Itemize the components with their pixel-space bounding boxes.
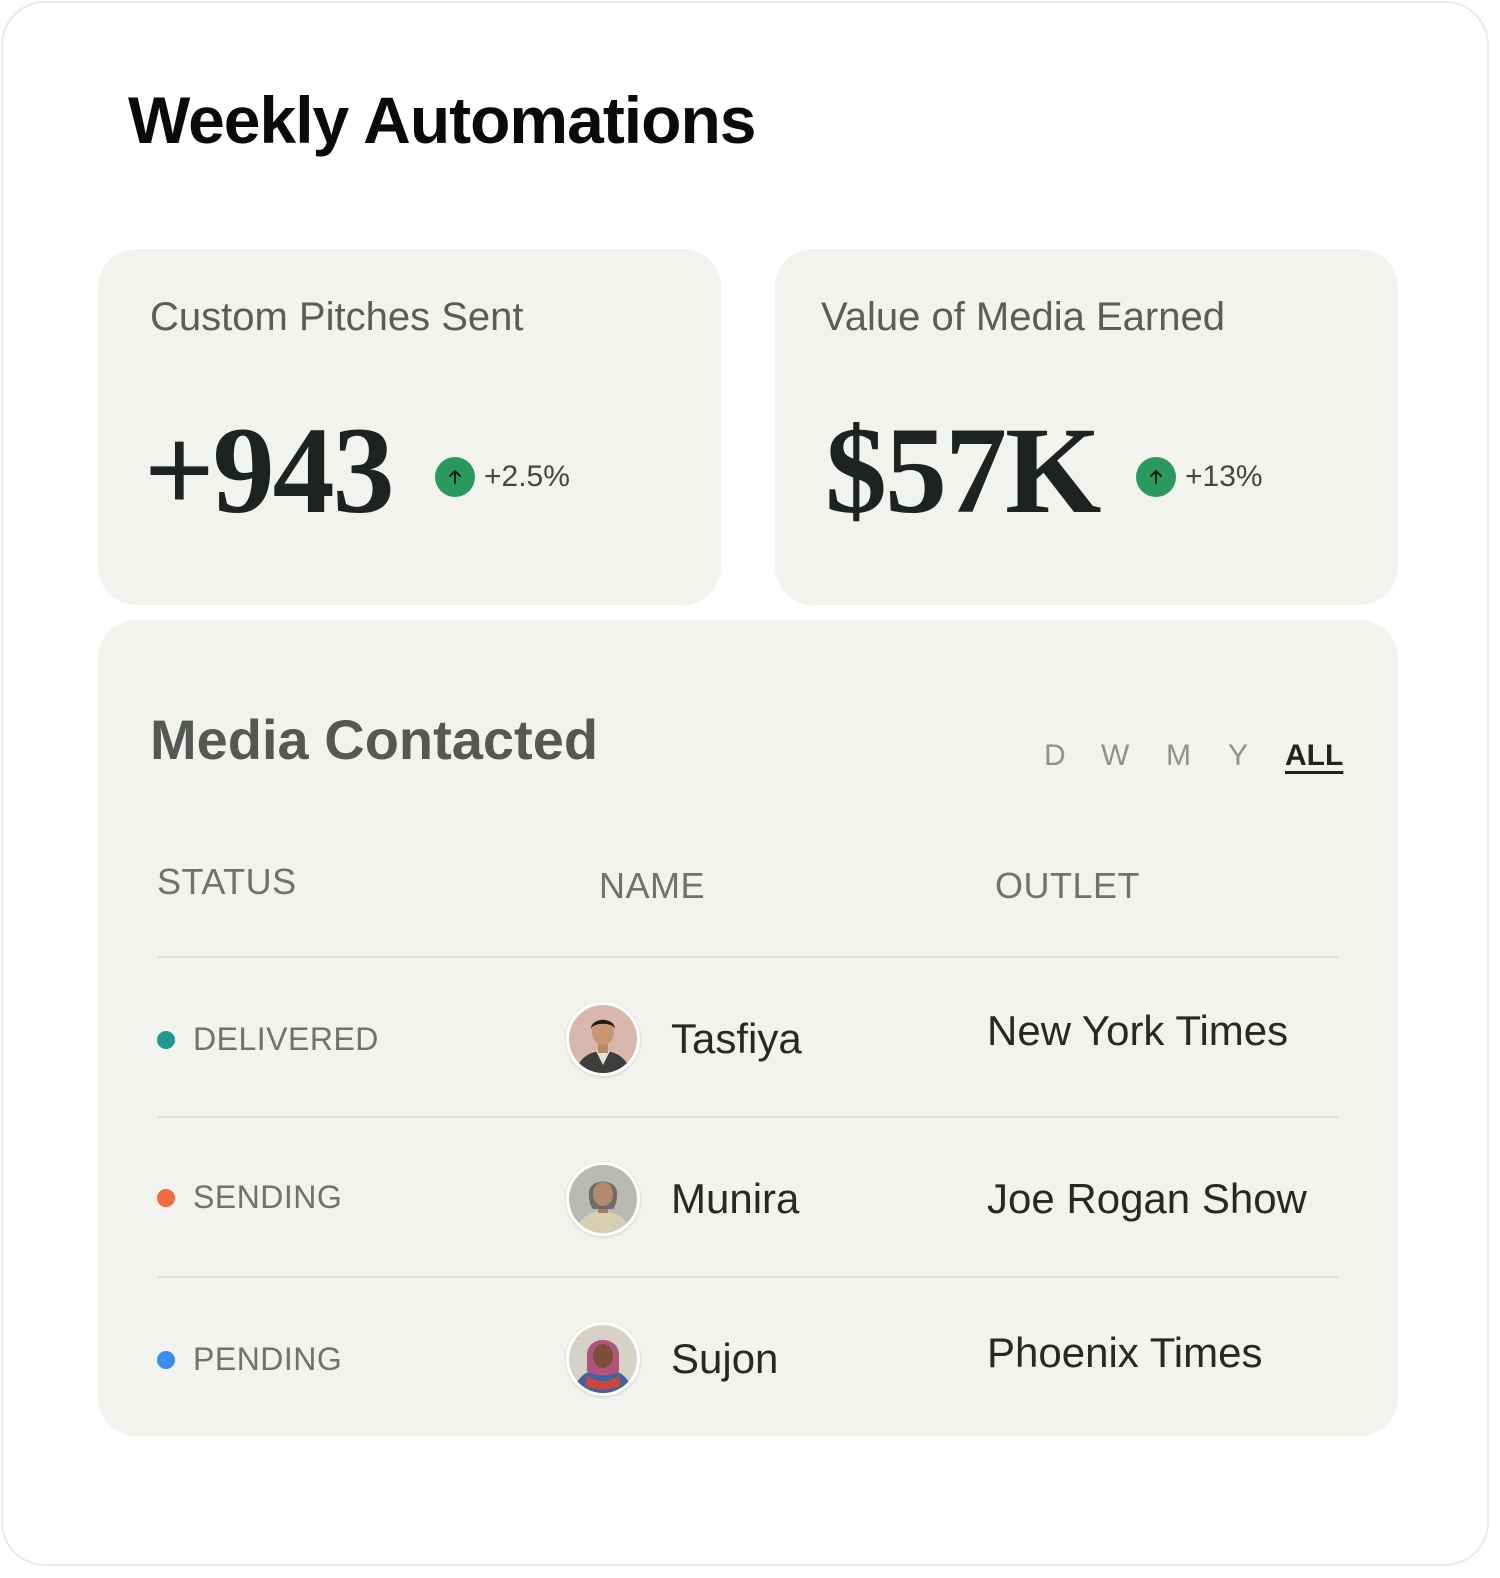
page-title: Weekly Automations xyxy=(128,83,756,157)
contact-name: Munira xyxy=(671,1175,800,1222)
column-header-status: STATUS xyxy=(157,861,297,902)
filter-week[interactable]: W xyxy=(1101,739,1130,772)
status-label: PENDING xyxy=(193,1341,343,1377)
filter-all[interactable]: ALL xyxy=(1285,739,1344,772)
stat-card-media-value: Value of Media Earned $57K +13% xyxy=(775,249,1398,605)
media-contacted-card: Media Contacted D W M Y ALL STATUS NAME … xyxy=(98,620,1398,1436)
outlet-name: Phoenix Times xyxy=(987,1329,1263,1376)
contact-name: Sujon xyxy=(671,1335,779,1382)
filter-year[interactable]: Y xyxy=(1228,739,1249,772)
stat-value: +943 xyxy=(144,402,395,539)
table-row-status: SENDING xyxy=(157,1179,342,1216)
divider xyxy=(157,956,1339,958)
filter-day[interactable]: D xyxy=(1044,739,1066,772)
stat-card-pitches: Custom Pitches Sent +943 +2.5% xyxy=(98,249,721,605)
section-title: Media Contacted xyxy=(150,708,599,771)
trend-badge: +2.5% xyxy=(435,457,570,497)
trend-value: +2.5% xyxy=(484,460,570,493)
column-header-name: NAME xyxy=(599,865,706,906)
outlet-name: New York Times xyxy=(987,1007,1289,1054)
status-label: DELIVERED xyxy=(193,1021,379,1057)
divider xyxy=(157,1276,1339,1278)
status-dot xyxy=(157,1350,175,1369)
avatar-woman-hijab-icon[interactable] xyxy=(566,1322,640,1396)
stat-label: Custom Pitches Sent xyxy=(150,295,524,339)
table-row-status: PENDING xyxy=(157,1341,342,1378)
outlet-name: Joe Rogan Show xyxy=(987,1175,1307,1222)
arrow-up-icon xyxy=(1136,457,1176,497)
column-header-outlet: OUTLET xyxy=(995,865,1141,906)
avatar-older-woman-icon[interactable] xyxy=(566,1162,640,1236)
table-row-status: DELIVERED xyxy=(157,1021,379,1058)
divider xyxy=(157,1116,1339,1118)
stat-value: $57K xyxy=(825,402,1101,539)
stat-label: Value of Media Earned xyxy=(821,295,1225,339)
arrow-up-icon xyxy=(435,457,475,497)
status-dot xyxy=(157,1188,175,1207)
trend-badge: +13% xyxy=(1136,457,1263,497)
status-dot xyxy=(157,1030,175,1049)
status-label: SENDING xyxy=(193,1179,343,1215)
trend-value: +13% xyxy=(1185,460,1263,493)
avatar-man-icon[interactable] xyxy=(566,1002,640,1076)
contact-name: Tasfiya xyxy=(671,1015,802,1062)
filter-month[interactable]: M xyxy=(1166,739,1191,772)
